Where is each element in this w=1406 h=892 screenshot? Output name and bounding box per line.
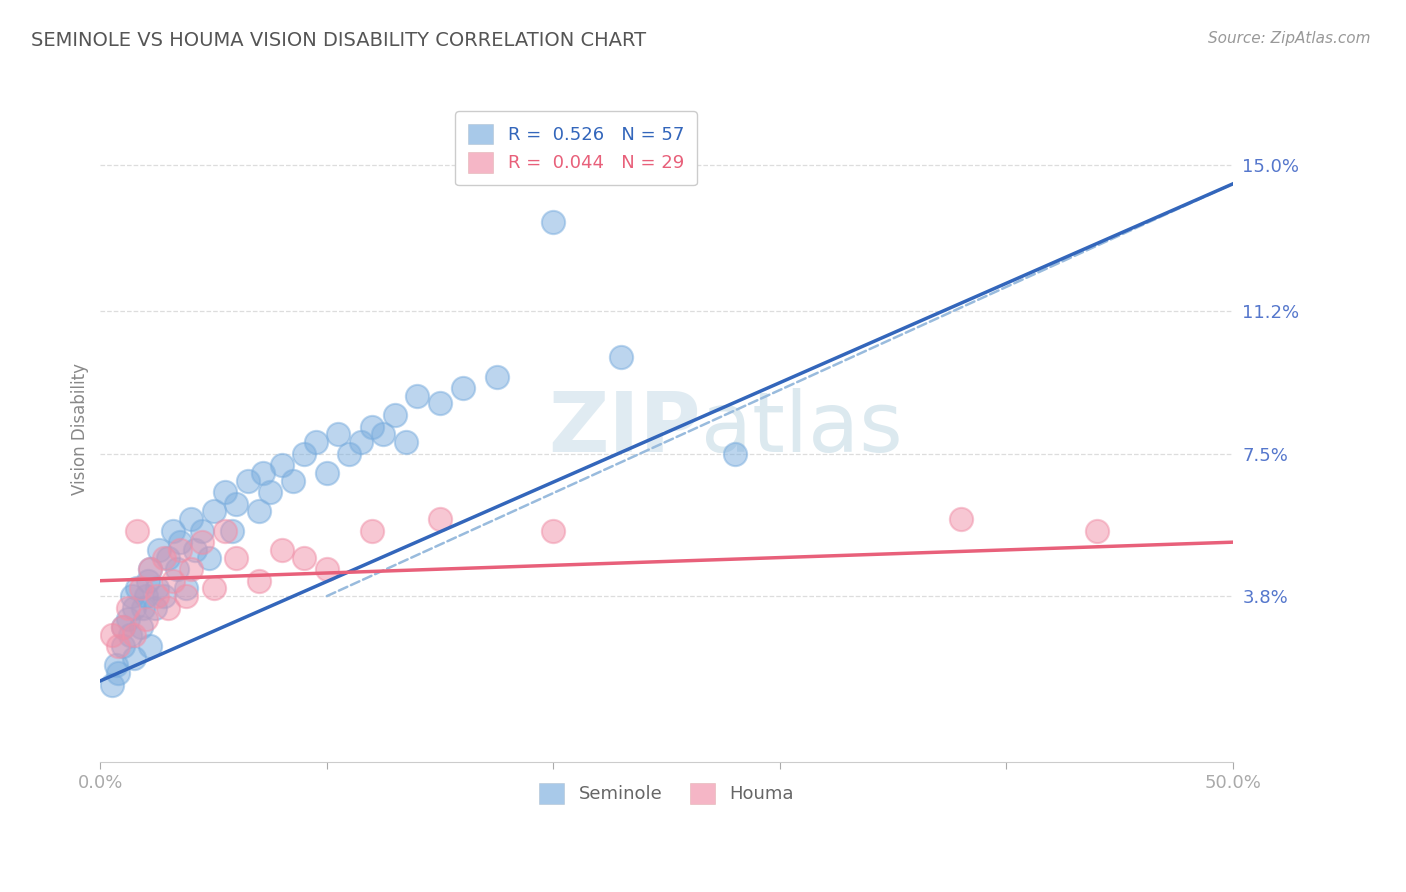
Point <box>292 446 315 460</box>
Point <box>180 512 202 526</box>
Point <box>129 582 152 596</box>
Point <box>157 550 180 565</box>
Point <box>406 389 429 403</box>
Text: Source: ZipAtlas.com: Source: ZipAtlas.com <box>1208 31 1371 46</box>
Y-axis label: Vision Disability: Vision Disability <box>72 362 89 494</box>
Point <box>949 512 972 526</box>
Point <box>292 550 315 565</box>
Point <box>315 466 337 480</box>
Point <box>429 512 451 526</box>
Point <box>384 408 406 422</box>
Point <box>107 639 129 653</box>
Point <box>152 589 174 603</box>
Point <box>225 497 247 511</box>
Point <box>543 215 565 229</box>
Text: atlas: atlas <box>700 388 903 469</box>
Point <box>270 542 292 557</box>
Point <box>543 524 565 538</box>
Point <box>146 582 169 596</box>
Point <box>304 435 326 450</box>
Point <box>339 446 361 460</box>
Point <box>148 542 170 557</box>
Point <box>361 524 384 538</box>
Point <box>135 612 157 626</box>
Point <box>125 524 148 538</box>
Point <box>610 351 633 365</box>
Point <box>270 458 292 472</box>
Point <box>143 600 166 615</box>
Point <box>162 574 184 588</box>
Point <box>221 524 243 538</box>
Point <box>121 589 143 603</box>
Point <box>124 650 146 665</box>
Point <box>146 589 169 603</box>
Point <box>139 562 162 576</box>
Point <box>395 435 418 450</box>
Point <box>429 396 451 410</box>
Point <box>252 466 274 480</box>
Point <box>107 666 129 681</box>
Point <box>129 620 152 634</box>
Point <box>111 639 134 653</box>
Point <box>136 574 159 588</box>
Point <box>152 550 174 565</box>
Point <box>135 589 157 603</box>
Point <box>118 627 141 641</box>
Point <box>247 574 270 588</box>
Point <box>180 562 202 576</box>
Point <box>214 524 236 538</box>
Point <box>202 504 225 518</box>
Point <box>117 600 139 615</box>
Point <box>176 589 198 603</box>
Point <box>247 504 270 518</box>
Point <box>124 627 146 641</box>
Point <box>281 474 304 488</box>
Point <box>100 627 122 641</box>
Point <box>125 582 148 596</box>
Point <box>139 562 162 576</box>
Point <box>485 369 508 384</box>
Text: SEMINOLE VS HOUMA VISION DISABILITY CORRELATION CHART: SEMINOLE VS HOUMA VISION DISABILITY CORR… <box>31 31 647 50</box>
Text: ZIP: ZIP <box>548 388 700 469</box>
Point <box>451 381 474 395</box>
Point <box>361 419 384 434</box>
Point <box>132 600 155 615</box>
Point <box>328 427 350 442</box>
Point <box>191 535 214 549</box>
Point <box>105 658 128 673</box>
Point <box>236 474 259 488</box>
Point <box>225 550 247 565</box>
Legend: Seminole, Houma: Seminole, Houma <box>530 774 803 813</box>
Point <box>157 600 180 615</box>
Point <box>111 620 134 634</box>
Point <box>184 542 207 557</box>
Point <box>1085 524 1108 538</box>
Point <box>139 639 162 653</box>
Point <box>124 600 146 615</box>
Point <box>373 427 395 442</box>
Point <box>202 582 225 596</box>
Point <box>214 485 236 500</box>
Point <box>166 562 188 576</box>
Point <box>169 535 191 549</box>
Point <box>176 582 198 596</box>
Point <box>198 550 221 565</box>
Point <box>723 446 745 460</box>
Point <box>111 620 134 634</box>
Point <box>259 485 281 500</box>
Point <box>169 542 191 557</box>
Point <box>350 435 373 450</box>
Point <box>100 678 122 692</box>
Point <box>162 524 184 538</box>
Point <box>117 612 139 626</box>
Point <box>315 562 337 576</box>
Point <box>191 524 214 538</box>
